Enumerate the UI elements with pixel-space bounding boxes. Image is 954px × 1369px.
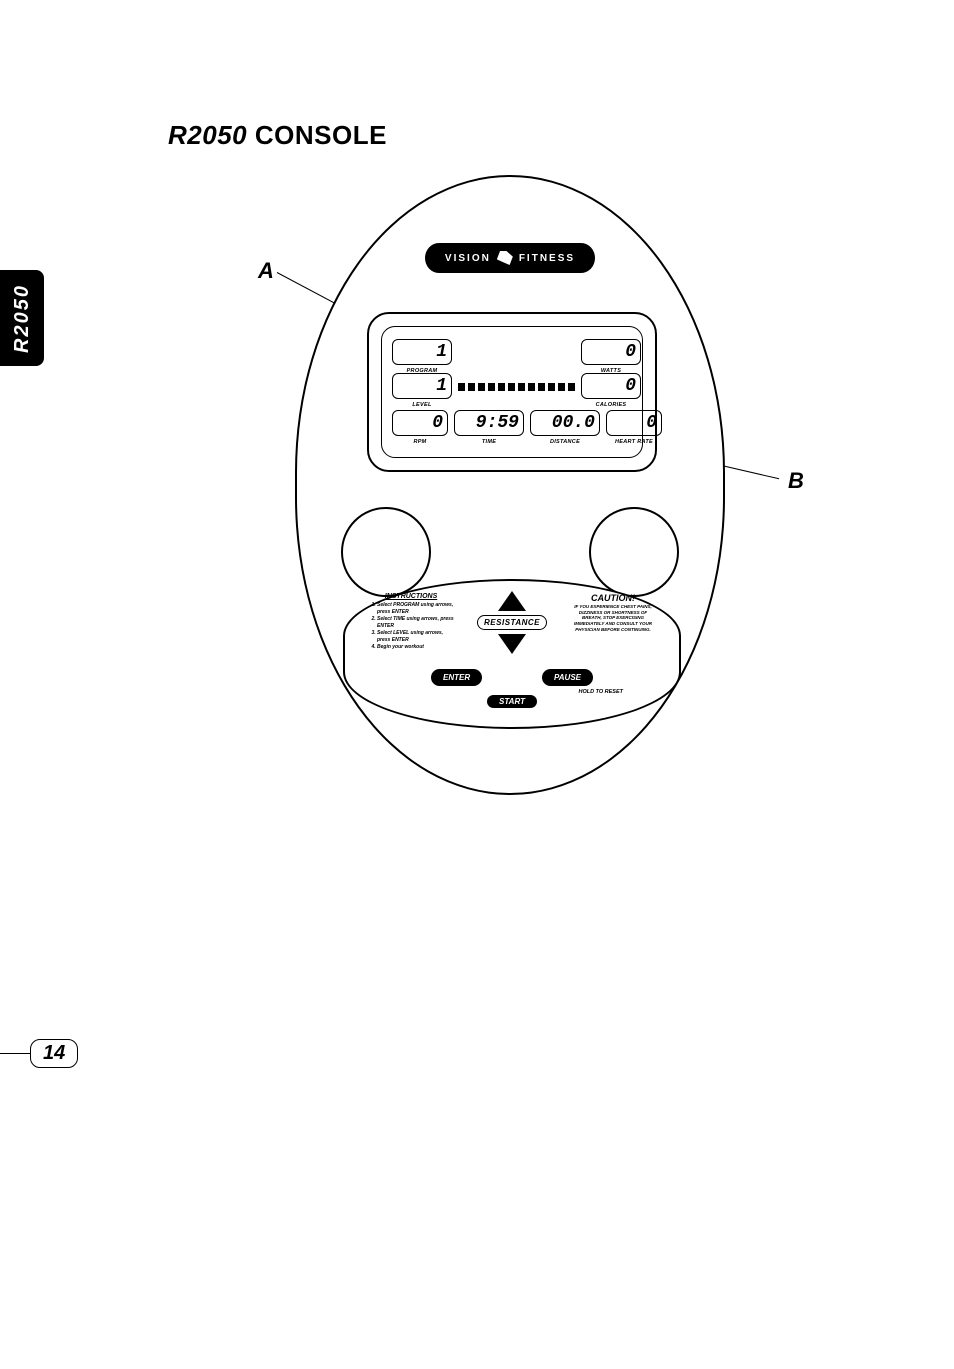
- start-button[interactable]: START: [487, 695, 537, 708]
- instruction-4: Begin your workout: [377, 644, 455, 651]
- brand-logo: VISION FITNESS: [425, 243, 595, 273]
- lcd-inner: 1 PROGRAM 0 WATTS 1 LEVEL: [381, 326, 643, 458]
- lcd-calories-value: 0: [625, 376, 636, 396]
- lcd-level-value: 1: [436, 376, 447, 396]
- runner-icon: [497, 251, 513, 265]
- caution-title: CAUTION!: [569, 593, 657, 603]
- lcd-level-label: LEVEL: [393, 402, 451, 408]
- lcd-program-value: 1: [436, 342, 447, 362]
- lcd-rpm: 0 RPM: [392, 410, 448, 436]
- instructions-title: INSTRUCTIONS: [367, 593, 455, 600]
- instructions-block: INSTRUCTIONS Select PROGRAM using arrows…: [353, 589, 457, 719]
- instruction-1: Select PROGRAM using arrows, press ENTER: [377, 602, 455, 615]
- control-panel: INSTRUCTIONS Select PROGRAM using arrows…: [343, 579, 681, 729]
- lcd-time: 9:59 TIME: [454, 410, 524, 436]
- lcd-watts-value: 0: [625, 342, 636, 362]
- console-diagram: VISION FITNESS 1 PROGRAM 0 WATTS: [295, 175, 725, 795]
- knob-left: [341, 507, 431, 597]
- enter-button[interactable]: ENTER: [431, 669, 482, 686]
- arrow-down-icon[interactable]: [498, 634, 526, 654]
- lcd-program: 1 PROGRAM: [392, 339, 452, 365]
- lcd-time-value: 9:59: [476, 413, 519, 433]
- lcd-calories: 0 CALORIES: [581, 373, 641, 399]
- logo-right: FITNESS: [519, 253, 575, 264]
- instruction-3: Select LEVEL using arrows, press ENTER: [377, 630, 455, 643]
- lcd-bar-graph: [458, 381, 575, 391]
- caution-text: IF YOU EXPERIENCE CHEST PAINS, DIZZINESS…: [569, 604, 657, 632]
- arrow-up-icon[interactable]: [498, 591, 526, 611]
- page-title: R2050 CONSOLE: [168, 120, 387, 151]
- lcd-distance: 00.0 DISTANCE: [530, 410, 600, 436]
- page-number-value: 14: [30, 1039, 78, 1068]
- lcd-heartrate-label: HEART RATE: [607, 439, 661, 445]
- lcd-level: 1 LEVEL: [392, 373, 452, 399]
- lcd-rpm-label: RPM: [393, 439, 447, 445]
- lcd-rpm-value: 0: [432, 413, 443, 433]
- lcd-time-label: TIME: [455, 439, 523, 445]
- lcd-distance-value: 00.0: [552, 413, 595, 433]
- lcd-watts: 0 WATTS: [581, 339, 641, 365]
- lcd-distance-label: DISTANCE: [531, 439, 599, 445]
- title-model: R2050: [168, 120, 247, 150]
- page-number: 14: [0, 1037, 78, 1069]
- lcd-grid: 1 PROGRAM 0 WATTS 1 LEVEL: [392, 337, 632, 449]
- side-tab: R2050: [0, 270, 44, 366]
- console-body: VISION FITNESS 1 PROGRAM 0 WATTS: [295, 175, 725, 795]
- lcd-frame: 1 PROGRAM 0 WATTS 1 LEVEL: [367, 312, 657, 472]
- title-rest: CONSOLE: [255, 120, 387, 150]
- lcd-calories-label: CALORIES: [582, 402, 640, 408]
- knob-right: [589, 507, 679, 597]
- callout-b: B: [788, 468, 804, 494]
- lcd-heartrate-value: 0: [646, 413, 657, 433]
- lcd-heartrate: 0 HEART RATE: [606, 410, 662, 436]
- caution-block: CAUTION! IF YOU EXPERIENCE CHEST PAINS, …: [567, 589, 671, 719]
- pause-button[interactable]: PAUSE: [542, 669, 593, 686]
- center-controls: RESISTANCE ENTER PAUSE START: [457, 589, 567, 719]
- page-number-rule: [0, 1053, 30, 1054]
- instruction-2: Select TIME using arrows, press ENTER: [377, 616, 455, 629]
- hold-to-reset-label: HOLD TO RESET: [578, 689, 623, 695]
- callout-a: A: [258, 258, 274, 284]
- logo-left: VISION: [445, 253, 491, 264]
- side-tab-label: R2050: [11, 284, 34, 353]
- resistance-label: RESISTANCE: [477, 615, 547, 630]
